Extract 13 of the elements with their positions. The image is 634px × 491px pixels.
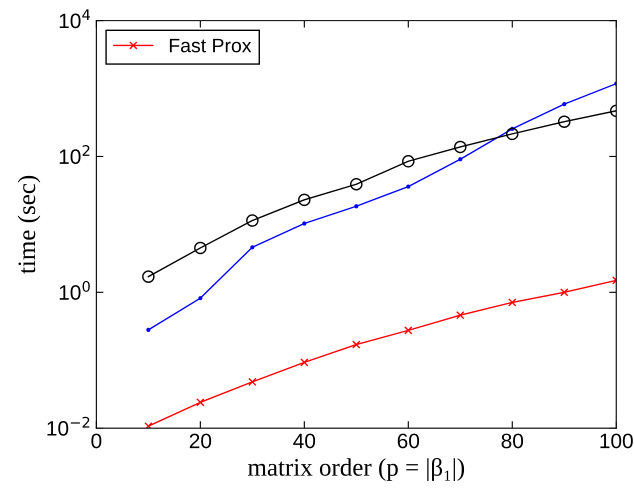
x-tick-label: 40 [293, 434, 316, 448]
x-tick-label: 80 [502, 434, 524, 448]
x-tick-label: 0 [91, 434, 102, 448]
y-tick-label: 10$^{−2}$ [47, 416, 90, 436]
x-tick-label: 100 [600, 434, 633, 448]
y-tick-label: 10$^{0}$ [60, 280, 90, 300]
legend-label: Fast Prox [170, 38, 252, 52]
x-axis-title: matrix order (p = |β₁|) [248, 458, 464, 481]
y-axis-title: time (sec) [18, 176, 40, 274]
x-tick-label: 60 [398, 434, 420, 448]
x-tick-label: 20 [190, 434, 212, 448]
y-tick-label: 10$^{2}$ [60, 145, 90, 164]
y-tick-label: 10$^{4}$ [60, 9, 90, 28]
